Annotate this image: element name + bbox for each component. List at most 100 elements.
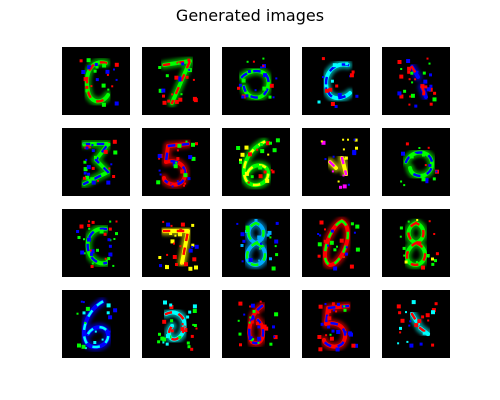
- noise-pixel: [270, 169, 273, 172]
- noise-pixel: [267, 230, 272, 235]
- noise-pixel: [347, 138, 349, 141]
- noise-pixel: [334, 105, 338, 108]
- noise-pixel: [352, 151, 357, 156]
- noise-pixel: [158, 332, 161, 336]
- noise-pixel: [273, 335, 276, 338]
- noise-pixel: [87, 172, 91, 176]
- noise-pixel: [165, 74, 169, 78]
- noise-pixel: [108, 252, 113, 257]
- generated-image-tile: [142, 209, 210, 277]
- noise-pixel: [84, 347, 87, 350]
- noise-pixel: [103, 232, 107, 236]
- noise-pixel: [112, 175, 116, 178]
- noise-pixel: [275, 253, 279, 257]
- noise-pixel: [263, 170, 267, 174]
- noise-pixel: [158, 66, 162, 69]
- noise-pixel: [176, 149, 179, 152]
- noise-pixel: [180, 259, 185, 264]
- noise-pixel: [187, 177, 191, 181]
- noise-pixel: [170, 319, 174, 323]
- noise-pixel: [240, 244, 244, 247]
- noise-pixel: [158, 256, 162, 259]
- noise-pixel: [192, 323, 195, 326]
- noise-pixel: [272, 325, 275, 329]
- noise-pixel: [82, 311, 86, 315]
- noise-pixel: [427, 319, 430, 322]
- noise-pixel: [327, 244, 329, 247]
- noise-pixel: [108, 167, 111, 170]
- noise-pixel: [88, 220, 90, 223]
- noise-pixel: [158, 88, 163, 93]
- noise-pixel: [245, 94, 249, 98]
- noise-pixel: [272, 96, 275, 99]
- noise-pixel: [241, 78, 246, 83]
- generated-image: [157, 300, 198, 351]
- noise-pixel: [407, 66, 412, 71]
- noise-pixel: [91, 262, 94, 265]
- noise-pixel: [337, 93, 342, 97]
- noise-pixel: [396, 304, 401, 309]
- noise-pixel: [434, 259, 437, 263]
- noise-pixel: [337, 180, 340, 183]
- noise-pixel: [90, 85, 93, 88]
- noise-pixel: [113, 68, 115, 71]
- noise-pixel: [249, 316, 252, 319]
- noise-pixel: [95, 78, 99, 82]
- noise-pixel: [400, 68, 403, 70]
- noise-pixel: [254, 219, 258, 222]
- noise-pixel: [171, 93, 174, 96]
- noise-pixel: [101, 338, 104, 341]
- noise-pixel: [257, 325, 261, 329]
- noise-pixel: [259, 247, 261, 250]
- generated-image: [320, 138, 358, 189]
- noise-pixel: [248, 336, 253, 341]
- noise-pixel: [93, 69, 97, 73]
- noise-pixel: [177, 143, 182, 148]
- noise-pixel: [320, 140, 323, 143]
- noise-pixel: [345, 62, 349, 66]
- noise-pixel: [175, 263, 178, 266]
- noise-pixel: [330, 79, 334, 83]
- generated-image: [158, 56, 198, 108]
- noise-pixel: [399, 331, 402, 334]
- noise-pixel: [91, 144, 94, 146]
- noise-pixel: [433, 233, 436, 235]
- noise-pixel: [89, 249, 92, 252]
- generated-image: [237, 57, 278, 102]
- noise-pixel: [90, 253, 94, 256]
- generated-image: [79, 57, 119, 107]
- noise-pixel: [434, 302, 438, 306]
- noise-pixel: [85, 158, 88, 161]
- noise-pixel: [345, 246, 348, 249]
- noise-pixel: [335, 84, 339, 88]
- noise-pixel: [258, 259, 261, 262]
- noise-pixel: [115, 232, 118, 236]
- generated-image-tile: [142, 128, 210, 196]
- noise-pixel: [159, 264, 162, 268]
- noise-pixel: [318, 304, 323, 309]
- noise-pixel: [330, 229, 334, 233]
- noise-pixel: [353, 138, 356, 141]
- noise-pixel: [165, 265, 169, 270]
- generated-image: [236, 137, 280, 190]
- noise-pixel: [333, 248, 337, 252]
- noise-pixel: [170, 324, 174, 327]
- noise-pixel: [330, 102, 335, 106]
- noise-pixel: [336, 245, 338, 248]
- noise-pixel: [345, 252, 348, 256]
- noise-pixel: [424, 85, 428, 89]
- noise-pixel: [162, 100, 167, 105]
- noise-pixel: [83, 77, 88, 82]
- noise-pixel: [245, 225, 250, 230]
- noise-pixel: [418, 147, 421, 149]
- noise-pixel: [82, 143, 86, 147]
- noise-pixel: [190, 334, 194, 338]
- noise-pixel: [187, 58, 191, 62]
- noise-pixel: [262, 64, 265, 67]
- noise-pixel: [429, 102, 433, 106]
- noise-pixel: [103, 149, 108, 154]
- noise-pixel: [403, 254, 406, 257]
- noise-pixel: [83, 171, 87, 175]
- noise-pixel: [252, 317, 255, 320]
- noise-pixel: [344, 331, 347, 334]
